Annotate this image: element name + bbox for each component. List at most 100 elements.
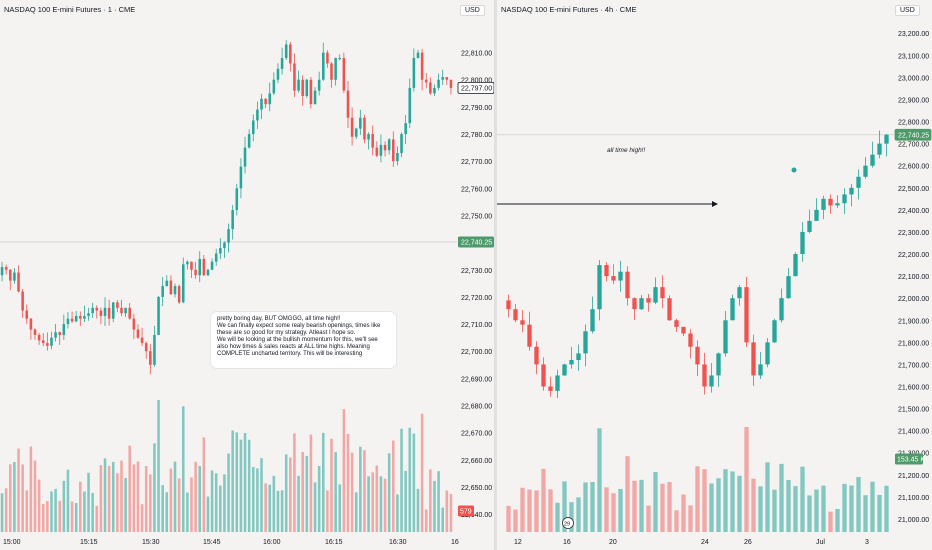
volume-bar bbox=[124, 477, 127, 532]
candle-body bbox=[363, 117, 366, 140]
price-axis-label: 22,200.00 bbox=[898, 252, 929, 259]
volume-bar bbox=[363, 450, 366, 532]
volume-bar bbox=[169, 468, 173, 532]
volume-bar bbox=[326, 490, 329, 532]
left-chart-note[interactable]: pretty boring day, BUT OMGGG, all time h… bbox=[211, 312, 396, 368]
event-marker bbox=[562, 517, 574, 529]
candle-body bbox=[758, 364, 763, 376]
volume-bar bbox=[583, 482, 588, 532]
candle-body bbox=[322, 52, 325, 80]
volume-bar bbox=[128, 445, 131, 532]
time-axis-label: 15:45 bbox=[203, 539, 221, 546]
candle-body bbox=[301, 79, 304, 97]
candle-body bbox=[445, 77, 449, 80]
volume-bar bbox=[103, 458, 107, 532]
candle-body bbox=[576, 353, 581, 360]
candle-body bbox=[449, 79, 453, 88]
volume-bar bbox=[91, 492, 94, 532]
price-axis-label: 23,100.00 bbox=[898, 53, 929, 60]
volume-bar bbox=[66, 469, 70, 532]
left-chart-pane[interactable]: 22,810.00 22,800.00 22,790.00 22,780.00 22,7… bbox=[0, 0, 494, 550]
candle-body bbox=[177, 286, 181, 303]
volume-bar bbox=[33, 460, 37, 532]
right-chart-pane[interactable]: 23,200.00 23,100.00 23,000.00 22,900.00 22,8… bbox=[497, 0, 932, 550]
candle-body bbox=[437, 79, 440, 88]
candle-body bbox=[814, 209, 819, 221]
candle-body bbox=[243, 147, 247, 167]
volume-bar bbox=[420, 413, 424, 532]
volume-bar bbox=[177, 478, 181, 532]
volume-bar bbox=[231, 430, 234, 532]
candle-body bbox=[29, 318, 33, 330]
candle-body bbox=[169, 280, 173, 295]
candle-body bbox=[66, 318, 70, 325]
right-chart-canvas[interactable]: 23,200.00 23,100.00 23,000.00 22,900.00 22,8… bbox=[497, 0, 932, 550]
time-axis-label: 24 bbox=[701, 539, 709, 546]
volume-bar bbox=[632, 480, 637, 532]
volume-bar bbox=[354, 492, 358, 532]
pane-divider[interactable] bbox=[494, 0, 497, 550]
volume-bar bbox=[863, 495, 868, 532]
candle-body bbox=[506, 300, 511, 310]
candle-body bbox=[653, 287, 658, 303]
volume-bar bbox=[83, 491, 86, 532]
candle-body bbox=[737, 287, 742, 299]
candle-body bbox=[25, 310, 29, 319]
volume-badge bbox=[895, 453, 923, 465]
candle-body bbox=[247, 134, 251, 148]
candle-body bbox=[83, 315, 86, 319]
candle-body bbox=[513, 309, 518, 321]
volume-bar bbox=[737, 475, 742, 532]
volume-bar bbox=[202, 437, 206, 532]
candle-body bbox=[772, 320, 777, 343]
volume-bar bbox=[835, 508, 840, 532]
price-axis-label: 22,300.00 bbox=[898, 230, 929, 237]
candle-body bbox=[441, 77, 444, 80]
current-price-badge bbox=[894, 128, 932, 141]
volume-bar bbox=[548, 489, 553, 532]
candle-body bbox=[828, 198, 833, 206]
volume-bar bbox=[173, 461, 177, 532]
price-axis-label: 22,800.00 bbox=[898, 120, 929, 127]
volume-bar bbox=[723, 469, 728, 532]
volume-bar bbox=[70, 501, 74, 532]
left-chart-canvas[interactable]: 22,810.00 22,800.00 22,790.00 22,780.00 22,7… bbox=[0, 0, 494, 550]
volume-bar bbox=[730, 471, 735, 532]
volume-bar bbox=[223, 474, 226, 532]
candle-body bbox=[625, 271, 630, 299]
time-axis-label: 16:00 bbox=[263, 539, 281, 546]
volume-bar bbox=[359, 446, 362, 532]
candle-body bbox=[219, 248, 222, 254]
candle-body bbox=[251, 120, 255, 135]
volume-bar bbox=[140, 504, 144, 532]
price-axis-label: 21,200.00 bbox=[898, 473, 929, 480]
price-axis-label: 22,700.00 bbox=[898, 142, 929, 149]
volume-bar bbox=[758, 486, 763, 532]
volume-bar bbox=[667, 482, 672, 532]
volume-bar bbox=[618, 489, 623, 532]
candle-body bbox=[674, 320, 679, 327]
volume-bar bbox=[555, 502, 560, 532]
candle-body bbox=[124, 307, 127, 314]
candle-body bbox=[140, 337, 144, 344]
volume-bar bbox=[800, 466, 805, 532]
right-currency-button[interactable]: USD bbox=[895, 5, 920, 16]
volume-bar bbox=[79, 481, 82, 532]
price-axis-label: 22,720.00 bbox=[461, 295, 492, 302]
volume-bar bbox=[264, 483, 267, 532]
left-currency-button[interactable]: USD bbox=[460, 5, 485, 16]
candle-body bbox=[646, 298, 651, 303]
volume-bar bbox=[301, 451, 304, 532]
all-time-high-annotation: all time high!! bbox=[607, 147, 646, 154]
volume-bar bbox=[46, 501, 49, 532]
price-axis-label: 21,600.00 bbox=[898, 384, 929, 391]
time-axis-label: 26 bbox=[744, 539, 752, 546]
price-axis-label: 22,770.00 bbox=[461, 159, 492, 166]
last-price-dot bbox=[791, 167, 797, 173]
candle-body bbox=[660, 287, 665, 299]
volume-bar bbox=[424, 509, 428, 532]
volume-bar bbox=[29, 446, 33, 532]
candle-body bbox=[786, 276, 791, 299]
volume-bar bbox=[9, 464, 12, 532]
time-axis-label: 15:15 bbox=[80, 539, 98, 546]
